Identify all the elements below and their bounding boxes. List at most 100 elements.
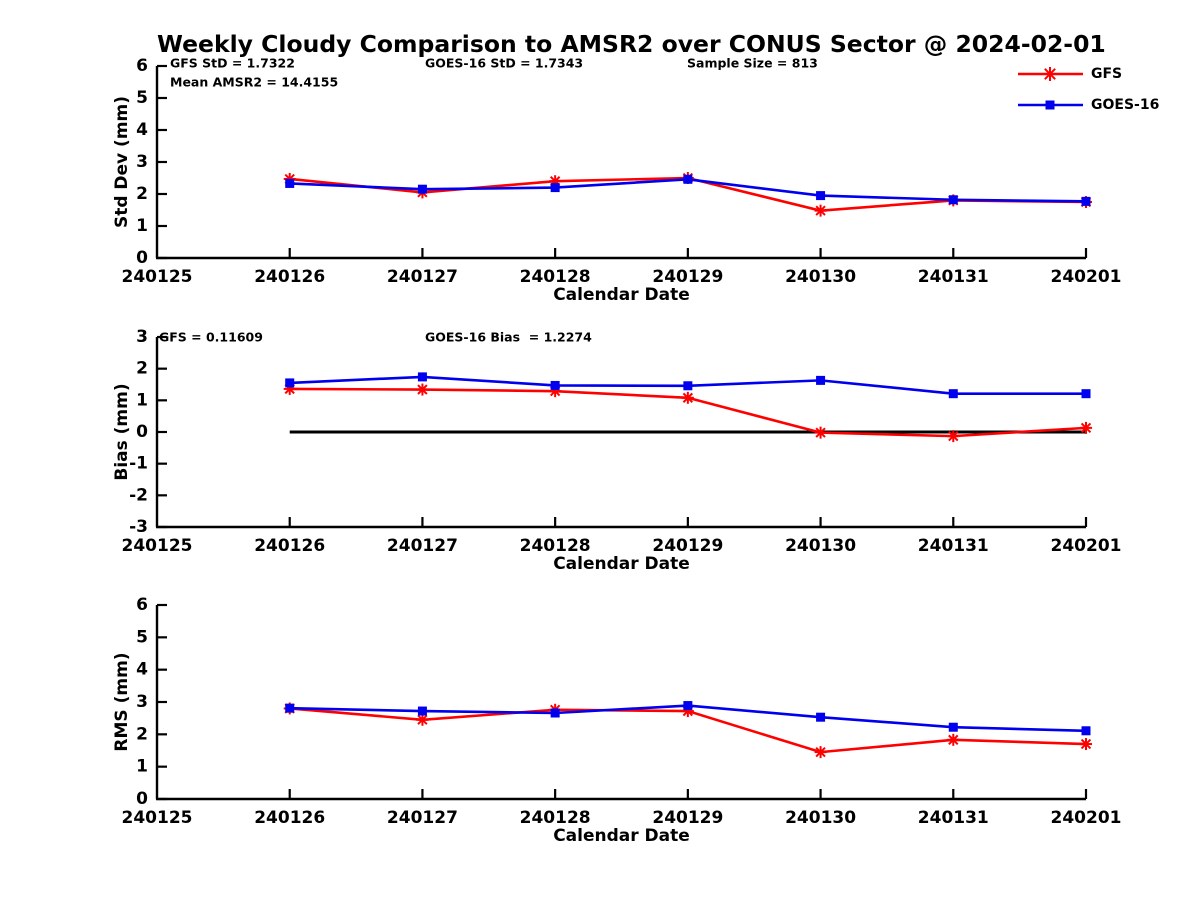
x-tick-label: 240128	[520, 267, 591, 287]
data-point-asterisk	[814, 204, 827, 217]
x-tick-label: 240131	[918, 267, 989, 287]
x-tick-label: 240129	[652, 808, 723, 828]
x-tick-label: 240201	[1051, 267, 1122, 287]
annotation-text: GOES-16 Bias = 1.2274	[425, 330, 592, 345]
legend-label: GFS	[1091, 66, 1122, 82]
x-tick-label: 240201	[1051, 808, 1122, 828]
data-point-square	[683, 701, 693, 711]
x-tick-label: 240129	[652, 536, 723, 556]
y-axis-label: RMS (mm)	[112, 652, 132, 751]
x-axis-label: Calendar Date	[553, 826, 690, 846]
y-tick-label: 3	[136, 152, 148, 172]
y-tick-label: -3	[129, 517, 148, 537]
legend-entry-goes-16: GOES-16	[1018, 97, 1159, 113]
legend-square-marker	[1045, 100, 1055, 110]
data-point-square	[816, 191, 826, 201]
data-point-asterisk	[416, 713, 429, 726]
y-tick-label: 3	[136, 327, 148, 347]
asterisk-stroke	[948, 734, 959, 745]
y-tick-label: 1	[136, 757, 148, 777]
y-tick-label: -1	[129, 454, 148, 474]
asterisk-stroke	[682, 392, 694, 403]
data-point-square	[1081, 196, 1091, 206]
x-tick-label: 240126	[254, 808, 325, 828]
subplot-std-dev: 0 1 2 3 4 5 6 240125 240126 240127 240128 240129 240…	[112, 56, 1121, 306]
y-tick-label: 3	[136, 692, 148, 712]
y-tick-label: 5	[136, 88, 148, 108]
x-tick-label: 240126	[254, 536, 325, 556]
data-point-square	[285, 378, 295, 388]
legend-label: GOES-16	[1091, 97, 1159, 113]
series-goes-16	[285, 174, 1091, 206]
y-tick-label: 0	[136, 789, 148, 809]
x-tick-label: 240127	[387, 808, 458, 828]
x-axis-label: Calendar Date	[553, 554, 690, 574]
x-tick-label: 240129	[652, 267, 723, 287]
annotation-text: GFS StD = 1.7322	[170, 56, 295, 71]
y-tick-label: -2	[129, 485, 148, 505]
annotation-text: Mean AMSR2 = 14.4155	[170, 75, 338, 90]
annotation-text: GOES-16 StD = 1.7343	[425, 56, 583, 71]
y-tick-label: 6	[136, 595, 148, 615]
x-tick-label: 240125	[122, 808, 193, 828]
legend: GFS GOES-16	[1018, 66, 1159, 113]
data-point-square	[550, 380, 560, 390]
y-tick-label: 6	[136, 56, 148, 76]
asterisk-stroke	[1080, 422, 1092, 434]
x-tick-label: 240131	[918, 808, 989, 828]
x-tick-label: 240125	[122, 267, 193, 287]
y-tick-label: 1	[136, 216, 148, 236]
annotation-text: Sample Size = 813	[687, 56, 818, 71]
x-tick-label: 240128	[520, 808, 591, 828]
legend-asterisk-marker	[1043, 67, 1057, 81]
data-point-asterisk	[814, 746, 827, 759]
data-point-square	[683, 174, 693, 184]
x-tick-label: 240128	[520, 536, 591, 556]
x-tick-label: 240127	[387, 267, 458, 287]
x-tick-label: 240127	[387, 536, 458, 556]
asterisk-stroke	[417, 384, 428, 395]
y-tick-label: 0	[136, 248, 148, 268]
subplot-bias: -3 -2 -1 0 1 2 3 240125 240126 240127 240128 240129…	[112, 327, 1121, 574]
data-point-square	[816, 712, 826, 722]
x-tick-label: 240130	[785, 536, 856, 556]
asterisk-stroke	[815, 746, 826, 758]
series-goes-16	[285, 372, 1091, 399]
x-tick-label: 240130	[785, 808, 856, 828]
data-point-square	[417, 184, 427, 194]
asterisk-stroke	[948, 430, 959, 442]
series-goes-16	[285, 701, 1091, 736]
x-axis-label: Calendar Date	[553, 285, 690, 305]
data-point-square	[816, 375, 826, 385]
data-point-square	[417, 372, 427, 382]
data-point-square	[948, 722, 958, 732]
asterisk-stroke	[1044, 68, 1056, 80]
data-point-asterisk	[416, 383, 429, 396]
data-point-asterisk	[1080, 738, 1092, 751]
data-point-square	[948, 389, 958, 399]
x-tick-label: 240125	[122, 536, 193, 556]
y-tick-label: 2	[136, 724, 148, 744]
y-tick-label: 2	[136, 184, 148, 204]
y-tick-label: 2	[136, 359, 148, 379]
data-point-asterisk	[947, 733, 960, 746]
series-gfs	[283, 382, 1092, 443]
asterisk-stroke	[417, 714, 428, 725]
x-tick-label: 240130	[785, 267, 856, 287]
data-point-asterisk	[947, 430, 960, 443]
data-point-square	[683, 381, 693, 391]
y-tick-label: 5	[136, 627, 148, 647]
data-point-square	[550, 183, 560, 193]
data-point-asterisk	[681, 391, 694, 404]
y-tick-label: 4	[136, 120, 148, 140]
asterisk-stroke	[1080, 738, 1092, 750]
y-axis-label: Std Dev (mm)	[112, 96, 132, 228]
data-point-square	[285, 178, 295, 188]
y-axis-label: Bias (mm)	[112, 383, 132, 480]
subplot-rms: 0 1 2 3 4 5 6 240125 240126 240127 240128 240129 240…	[112, 595, 1121, 846]
data-point-square	[417, 706, 427, 716]
x-tick-label: 240201	[1051, 536, 1122, 556]
y-tick-label: 1	[136, 390, 148, 410]
